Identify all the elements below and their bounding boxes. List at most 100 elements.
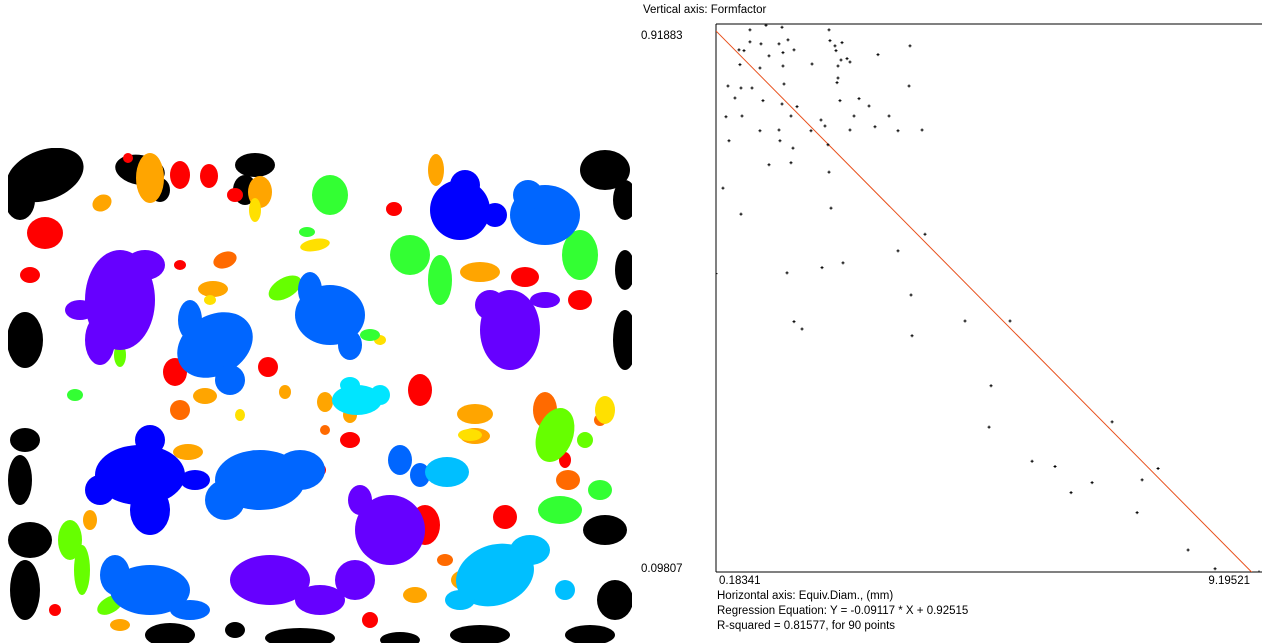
data-point (840, 41, 844, 45)
blob (568, 290, 592, 310)
blob (428, 154, 444, 186)
data-point (835, 81, 839, 85)
data-point (963, 319, 967, 323)
blob (538, 496, 582, 524)
blob (92, 194, 112, 212)
blob (174, 260, 186, 270)
data-point (1110, 420, 1114, 424)
blob (580, 150, 630, 190)
blob (535, 407, 575, 463)
data-point (823, 124, 827, 128)
data-point (748, 28, 752, 32)
blob (450, 625, 510, 643)
blob (235, 409, 245, 421)
blob (227, 188, 243, 202)
blob (215, 365, 245, 395)
data-point (907, 84, 911, 88)
blob (410, 463, 430, 487)
data-point (920, 128, 924, 132)
data-point (909, 293, 913, 297)
blob (380, 632, 420, 643)
blob (125, 250, 165, 280)
data-point (750, 86, 754, 90)
data-point (748, 40, 752, 44)
data-point (733, 96, 737, 100)
x-axis-label: Horizontal axis: Equiv.Diam., (mm) (717, 590, 893, 602)
data-point (820, 266, 824, 270)
data-point (834, 49, 838, 53)
blob (299, 227, 315, 237)
blob (408, 374, 432, 406)
data-point (739, 212, 743, 216)
blob (493, 505, 517, 529)
data-point (809, 129, 813, 133)
blob (450, 170, 480, 200)
data-point (838, 99, 842, 103)
blob (235, 153, 275, 177)
blob (338, 330, 362, 360)
blob (332, 385, 382, 415)
data-point (896, 129, 900, 133)
data-point (829, 206, 833, 210)
blob (193, 388, 217, 404)
blob (445, 590, 475, 610)
blob (370, 385, 390, 405)
blob (595, 396, 615, 424)
blob (348, 485, 372, 515)
blob (225, 622, 245, 638)
blob (386, 202, 402, 216)
blob (130, 485, 170, 535)
blob (110, 619, 130, 631)
data-point (767, 163, 771, 167)
data-point (1156, 467, 1160, 471)
blob (58, 520, 82, 560)
data-point (739, 86, 743, 90)
data-point (836, 64, 840, 68)
x-tick-label: 9.19521 (1208, 575, 1250, 587)
blob (136, 153, 164, 203)
blob (425, 457, 469, 487)
blob (135, 425, 165, 455)
data-point (778, 139, 782, 143)
blob (577, 432, 593, 448)
data-point (833, 44, 837, 48)
blob (388, 445, 412, 475)
data-point (827, 28, 831, 32)
blob (300, 238, 330, 252)
data-point (848, 60, 852, 64)
blob (123, 153, 133, 163)
data-point (910, 334, 914, 338)
plot-area (716, 24, 1261, 572)
blob (249, 198, 261, 222)
blob (8, 455, 32, 505)
blob (110, 565, 190, 615)
data-point (727, 139, 731, 143)
blob (49, 604, 61, 616)
blob (268, 275, 302, 301)
data-point (1135, 511, 1139, 515)
blob (458, 429, 482, 441)
y-tick-label: 0.09807 (641, 563, 683, 575)
data-point (845, 57, 849, 61)
data-point (742, 49, 746, 53)
blob (340, 432, 360, 448)
data-point (758, 66, 762, 70)
blob (85, 475, 115, 505)
blob (95, 445, 185, 505)
data-point (792, 320, 796, 324)
blob (295, 585, 345, 615)
blob (312, 175, 348, 215)
data-point (777, 42, 781, 46)
blob (205, 480, 245, 520)
data-point (867, 104, 871, 108)
data-point (1186, 548, 1190, 552)
blob (27, 217, 63, 249)
data-point (738, 63, 742, 67)
blob (230, 555, 310, 605)
blob (170, 400, 190, 420)
blob (204, 295, 216, 305)
blob (562, 230, 598, 280)
blob (403, 587, 427, 603)
data-point (781, 51, 785, 55)
